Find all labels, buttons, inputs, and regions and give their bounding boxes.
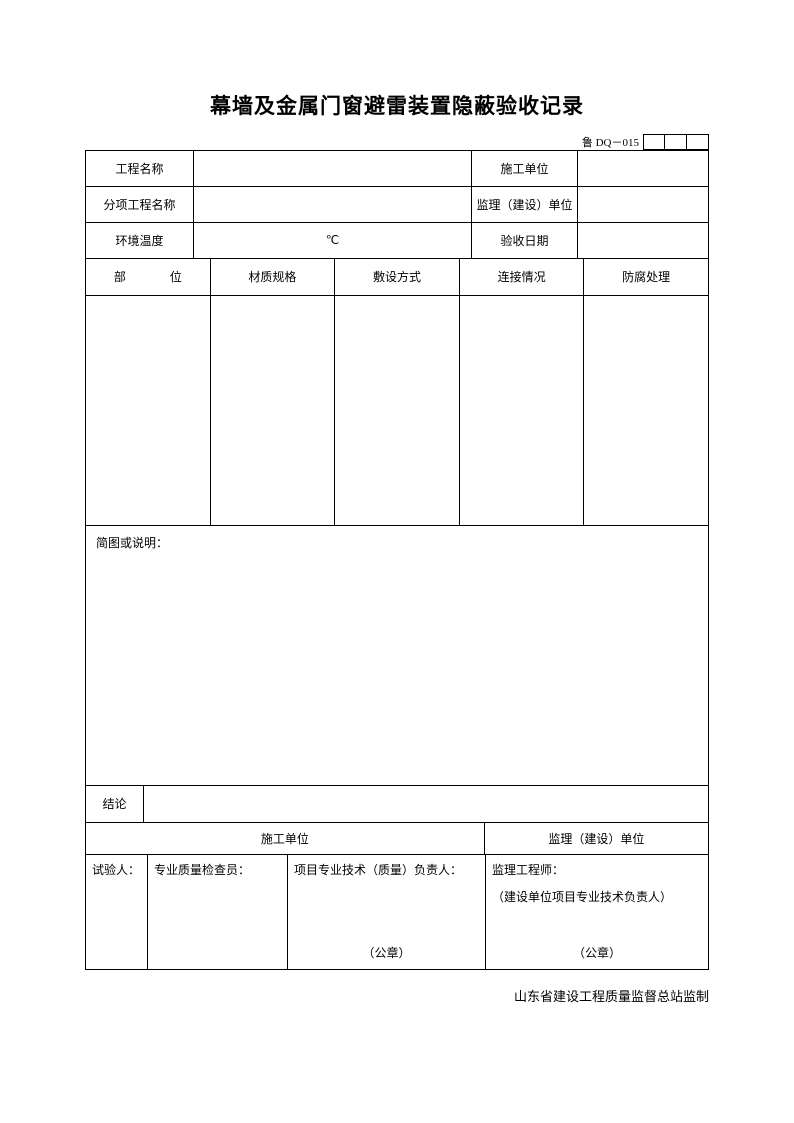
signature-header-table: 施工单位 监理（建设）单位 [85, 823, 709, 856]
sub-project-label: 分项工程名称 [86, 187, 194, 223]
col-anticorrosion: 防腐处理 [584, 259, 709, 295]
code-box [687, 134, 709, 150]
data-layout [335, 295, 460, 525]
page-title: 幕墙及金属门窗避雷装置隐蔽验收记录 [85, 90, 709, 120]
data-material [210, 295, 335, 525]
project-name-value [194, 151, 472, 187]
project-name-label: 工程名称 [86, 151, 194, 187]
sig-header-supervision: 监理（建设）单位 [484, 823, 708, 855]
code-box [665, 134, 687, 150]
form-code-label: 鲁 DQ－015 [582, 134, 639, 150]
conclusion-value [144, 786, 709, 822]
sig-supervisor-cell: 监理工程师： （建设单位项目专业技术负责人） （公章） [486, 855, 709, 969]
footer: 山东省建设工程质量监督总站监制 [85, 986, 709, 1005]
form-code-row: 鲁 DQ－015 [85, 134, 709, 150]
construction-unit-value [578, 151, 709, 187]
diagram-cell: 简图或说明： [86, 526, 709, 786]
sig-supervisor: 监理工程师： [492, 861, 702, 878]
data-anticorrosion [584, 295, 709, 525]
sig-tech-leader: 项目专业技术（质量）负责人： [294, 861, 479, 878]
col-connection: 连接情况 [459, 259, 584, 295]
columns-table: 部 位 材质规格 敷设方式 连接情况 防腐处理 [85, 259, 709, 526]
col-position-a: 部 [114, 268, 126, 285]
signature-body-table: 试验人： 专业质量检查员： 项目专业技术（质量）负责人： （公章） 监理工程师：… [85, 855, 709, 970]
env-temp-value: ℃ [194, 223, 472, 259]
seal-supervision: （公章） [486, 944, 708, 961]
diagram-table: 简图或说明： [85, 526, 709, 787]
sig-header-construction: 施工单位 [86, 823, 485, 855]
col-position-b: 位 [170, 268, 182, 285]
conclusion-label: 结论 [86, 786, 144, 822]
supervision-unit-label: 监理（建设）单位 [472, 187, 578, 223]
sub-project-value [194, 187, 472, 223]
col-position: 部 位 [86, 259, 211, 295]
code-box [643, 134, 665, 150]
sig-tester: 试验人： [86, 855, 148, 969]
info-table: 工程名称 施工单位 分项工程名称 监理（建设）单位 环境温度 ℃ 验收日期 [85, 150, 709, 259]
sig-owner-tech: （建设单位项目专业技术负责人） [492, 888, 702, 905]
env-temp-label: 环境温度 [86, 223, 194, 259]
accept-date-value [578, 223, 709, 259]
data-connection [459, 295, 584, 525]
sig-qc-inspector: 专业质量检查员： [148, 855, 288, 969]
construction-unit-label: 施工单位 [472, 151, 578, 187]
form-code-boxes [643, 134, 709, 150]
conclusion-table: 结论 [85, 786, 709, 823]
col-material: 材质规格 [210, 259, 335, 295]
data-position [86, 295, 211, 525]
col-layout: 敷设方式 [335, 259, 460, 295]
supervision-unit-value [578, 187, 709, 223]
seal-construction: （公章） [288, 944, 485, 961]
accept-date-label: 验收日期 [472, 223, 578, 259]
sig-tech-leader-cell: 项目专业技术（质量）负责人： （公章） [288, 855, 486, 969]
